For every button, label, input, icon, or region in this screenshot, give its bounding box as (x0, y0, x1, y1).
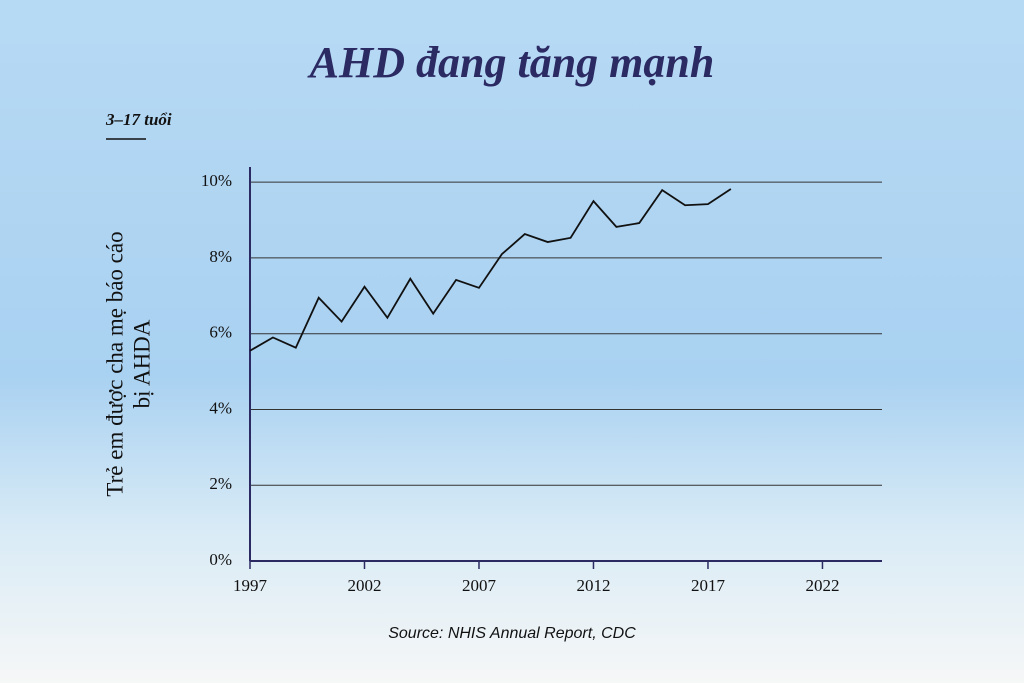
y-label: Trẻ em được cha mẹ báo cáo bị AHDA (102, 231, 154, 496)
chart-title: AHD đang tăng mạnh (307, 38, 715, 87)
x-tick-label: 2022 (805, 576, 839, 595)
source: Source: NHIS Annual Report, CDC (388, 625, 636, 642)
x-tick-label: 2012 (576, 576, 610, 595)
y-tick-label: 8% (209, 247, 232, 266)
x-tick-label: 2017 (691, 576, 726, 595)
y-tick-label: 0% (209, 550, 232, 569)
y-tick-label: 4% (209, 398, 232, 417)
x-tick-label: 2007 (462, 576, 497, 595)
y-tick-label: 2% (209, 474, 232, 493)
x-tick-label: 1997 (233, 576, 268, 595)
x-tick-label: 2002 (347, 576, 381, 595)
subtitle: 3–17 tuổi (105, 110, 172, 129)
line (249, 188, 732, 352)
y-tick-label: 10% (201, 171, 232, 190)
y-label-line: Trẻ em được cha mẹ báo cáo (102, 231, 127, 496)
y-tick-label: 6% (209, 323, 232, 342)
y-label-line: bị AHDA (129, 319, 154, 408)
